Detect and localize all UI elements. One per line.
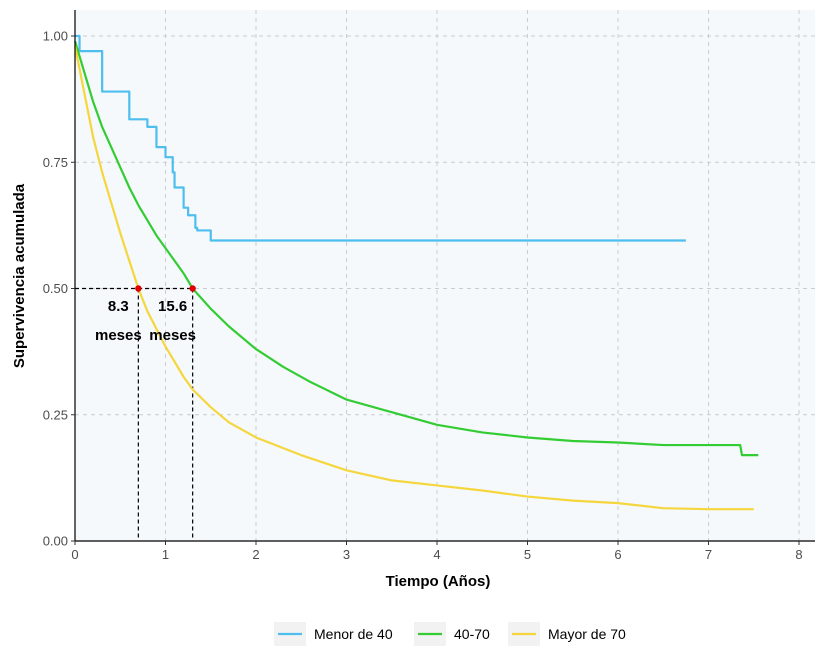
median-point-1	[189, 285, 196, 292]
median-value-label-0: 8.3	[108, 298, 129, 315]
median-guides	[75, 287, 194, 541]
axes	[71, 10, 815, 545]
series-line-1	[73, 40, 759, 457]
series-line-0	[75, 34, 686, 242]
x-tick-label-5: 5	[524, 547, 531, 562]
legend-label-1: 40-70	[454, 626, 490, 642]
y-tick-label-2: 0.50	[43, 281, 68, 296]
legend: Menor de 40 40-70 Mayor de 70	[274, 622, 626, 646]
plot-panel	[75, 10, 815, 541]
y-tick-labels: 0.00 0.25 0.50 0.75 1.00	[43, 29, 68, 549]
x-tick-labels: 0 1 2 3 4 5 6 7 8	[71, 547, 802, 562]
grid	[75, 10, 815, 541]
x-tick-label-8: 8	[795, 547, 802, 562]
x-tick-label-7: 7	[705, 547, 712, 562]
x-tick-label-1: 1	[162, 547, 169, 562]
x-tick-label-4: 4	[433, 547, 440, 562]
x-tick-label-6: 6	[614, 547, 621, 562]
legend-label-0: Menor de 40	[314, 626, 393, 642]
median-value-label-1: 15.6	[158, 298, 187, 315]
median-point-0	[135, 285, 142, 292]
median-unit-label-0: meses	[95, 327, 142, 344]
legend-label-2: Mayor de 70	[548, 626, 626, 642]
median-points	[135, 285, 196, 292]
median-annotations: 8.3 meses 15.6 meses	[95, 298, 196, 344]
y-tick-label-1: 0.25	[43, 407, 68, 422]
series-line-2	[73, 45, 754, 511]
x-tick-label-3: 3	[343, 547, 350, 562]
x-tick-label-0: 0	[71, 547, 78, 562]
y-tick-label-4: 1.00	[43, 29, 68, 44]
series-layer	[73, 34, 759, 511]
y-axis-title: Supervivencia acumulada	[11, 183, 28, 368]
y-tick-label-0: 0.00	[43, 534, 68, 549]
y-tick-label-3: 0.75	[43, 155, 68, 170]
x-tick-label-2: 2	[252, 547, 259, 562]
x-axis-title: Tiempo (Años)	[386, 573, 491, 590]
median-unit-label-1: meses	[149, 327, 196, 344]
